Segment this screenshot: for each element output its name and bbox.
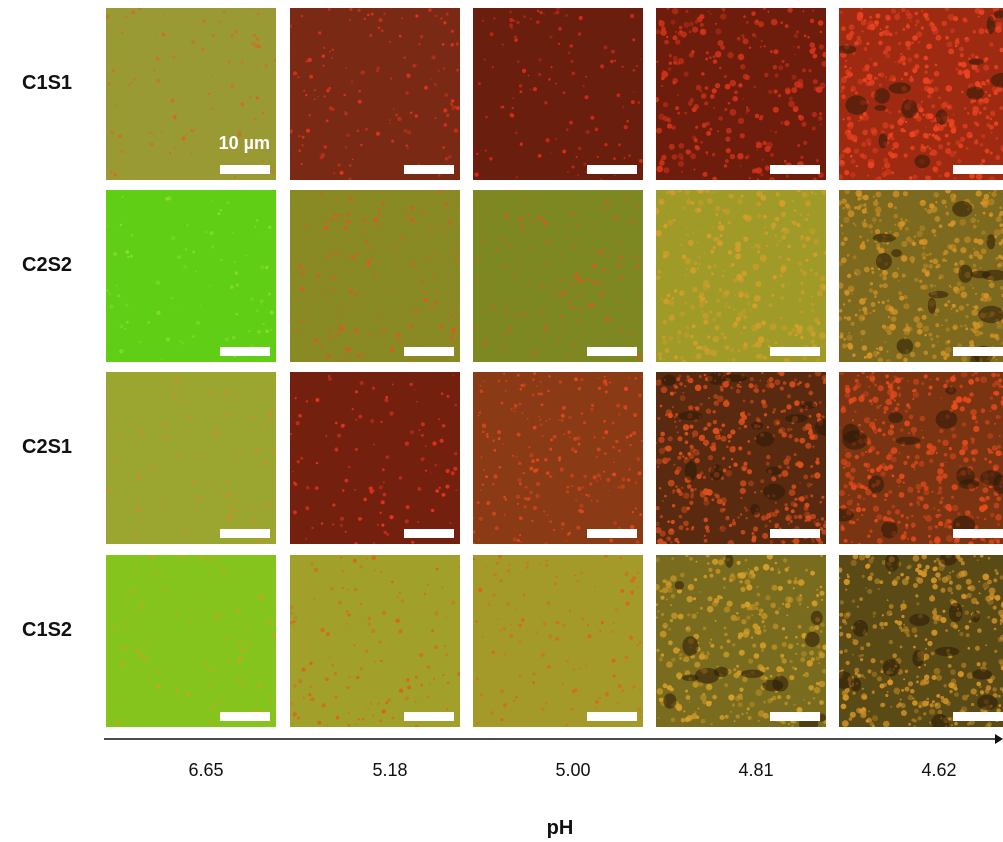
- micrograph-texture: [656, 555, 826, 727]
- row-label: C1S1: [22, 72, 73, 94]
- micrograph-panel: [473, 555, 643, 727]
- scale-bar: [220, 712, 270, 721]
- scale-bar: [953, 529, 1003, 538]
- micrograph-texture: [106, 8, 276, 179]
- micrograph-panel: [839, 555, 1003, 727]
- micrograph-texture: [656, 372, 826, 544]
- scale-bar: [404, 712, 454, 721]
- scale-bar: [404, 347, 454, 356]
- micrograph-panel: [106, 190, 276, 362]
- micrograph-texture: [290, 8, 460, 180]
- micrograph-panel: [656, 555, 826, 727]
- scale-bar: [587, 529, 637, 538]
- ph-tick-label: 5.00: [555, 760, 591, 780]
- micrograph-texture: [290, 374, 458, 544]
- scale-bar: [220, 529, 270, 538]
- micrograph-panel: [839, 372, 1003, 544]
- micrograph-texture: [290, 555, 460, 727]
- micrograph-panel: [839, 190, 1003, 362]
- micrograph-texture: [473, 555, 642, 726]
- micrograph-texture: [656, 8, 826, 180]
- micrograph-texture: [112, 555, 276, 727]
- scale-bar: [953, 347, 1003, 356]
- micrograph-panel: [290, 555, 460, 727]
- ph-tick-label: 4.62: [921, 760, 957, 780]
- row-label: C1S2: [22, 619, 73, 641]
- micrograph-panel: [656, 190, 826, 362]
- micrograph-panel: [106, 555, 276, 727]
- scale-bar: [587, 712, 637, 721]
- micrograph-texture: [839, 8, 1003, 180]
- row-label: C2S1: [22, 436, 73, 458]
- micrograph-panel: [473, 8, 643, 180]
- micrograph-texture: [839, 372, 1003, 544]
- micrograph-panel: [473, 190, 643, 362]
- scale-bar: [404, 529, 454, 538]
- micrograph-texture: [474, 8, 643, 180]
- micrograph-texture: [839, 555, 1003, 727]
- ph-tick-label: 6.65: [188, 760, 224, 780]
- scale-bar: [770, 529, 820, 538]
- scale-bar: [587, 347, 637, 356]
- micrograph-panel: [656, 372, 826, 544]
- micrograph-texture: [473, 190, 642, 362]
- scale-bar: [220, 347, 270, 356]
- scale-bar-label: 10 µm: [218, 133, 270, 153]
- ph-tick-label: 4.81: [738, 760, 774, 780]
- micrograph-panel: [106, 372, 276, 544]
- axis-title: pH: [546, 817, 574, 839]
- micrograph-panel: [656, 8, 826, 180]
- scale-bar: [220, 165, 270, 174]
- micrograph-panel: 10 µm: [106, 8, 276, 180]
- row-label: C2S2: [22, 254, 73, 276]
- micrograph-texture: [296, 190, 460, 362]
- scale-bar: [770, 347, 820, 356]
- scale-bar: [770, 165, 820, 174]
- scale-bar: [953, 712, 1003, 721]
- micrograph-panel: [473, 372, 643, 544]
- micrograph-texture: [839, 190, 1003, 362]
- scale-bar: [953, 165, 1003, 174]
- micrograph-texture: [473, 372, 643, 544]
- scale-bar: [404, 165, 454, 174]
- micrograph-panel: [839, 8, 1003, 180]
- micrograph-panel: [290, 8, 460, 180]
- micrograph-texture: [656, 190, 826, 362]
- micrograph-texture: [106, 196, 274, 360]
- scale-bar: [587, 165, 637, 174]
- micrograph-texture: [106, 376, 276, 542]
- micrograph-panel: [290, 190, 460, 362]
- scale-bar: [770, 712, 820, 721]
- ph-tick-label: 5.18: [372, 760, 408, 780]
- micrograph-panel: [290, 372, 460, 544]
